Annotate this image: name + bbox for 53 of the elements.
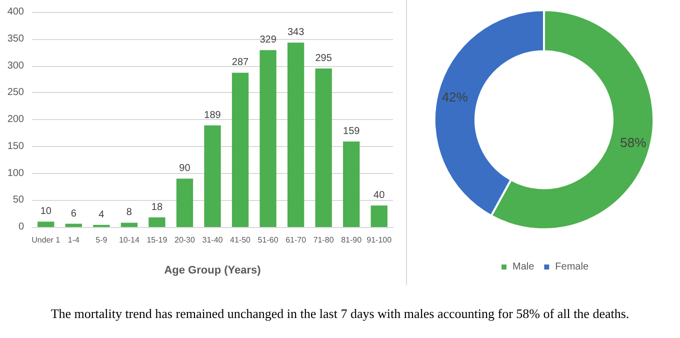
- data-label: 329: [260, 34, 277, 46]
- x-tick-label: 5-9: [96, 236, 108, 244]
- x-tick-label: 81-90: [341, 236, 362, 244]
- y-tick-label: 250: [7, 87, 24, 98]
- bar: [343, 142, 360, 227]
- y-tick-label: 300: [7, 60, 24, 72]
- x-tick-label: 20-30: [174, 236, 196, 244]
- bar: [370, 206, 388, 227]
- data-label: 90: [179, 163, 191, 174]
- bar: [260, 50, 276, 227]
- x-tick-label: 31-40: [202, 236, 224, 244]
- data-label: 6: [70, 208, 77, 220]
- x-tick-label: 61-70: [286, 236, 307, 244]
- x-tick-label: 15-19: [146, 236, 168, 244]
- x-tick-label: Under 1: [32, 236, 61, 244]
- text: The mortality trend has remained unchanged in the last 7 days with males accounting for 58% of all the deaths.: [50, 306, 630, 322]
- bar: [65, 224, 82, 227]
- y-tick-label: 200: [7, 114, 24, 125]
- bar: [315, 68, 332, 227]
- x-tick-label: 91-100: [366, 236, 392, 244]
- data-label: 159: [343, 126, 360, 138]
- bar: [232, 72, 249, 227]
- x-axis-title: Age Group (Years): [164, 264, 262, 276]
- bar: [204, 125, 221, 227]
- data-label: 4: [98, 209, 105, 220]
- data-label: 18: [151, 202, 163, 213]
- legend-label: Female: [555, 262, 589, 272]
- bar: [120, 222, 138, 227]
- x-tick-label: 1-4: [68, 236, 80, 244]
- data-label: 343: [287, 27, 305, 38]
- legend-label: Male: [512, 262, 535, 272]
- data-label: 40: [374, 190, 386, 201]
- y-tick-label: 50: [12, 194, 24, 206]
- data-label: 10: [40, 206, 52, 218]
- data-label: 42%: [442, 89, 468, 104]
- bar: [176, 178, 194, 227]
- bar: [287, 42, 304, 227]
- data-label: 287: [232, 57, 250, 68]
- y-tick-label: 350: [7, 33, 24, 44]
- y-tick-label: 100: [7, 168, 24, 179]
- data-label: 58%: [620, 135, 647, 150]
- bar: [148, 217, 166, 227]
- data-label: 189: [204, 110, 222, 121]
- data-label: 295: [315, 52, 332, 64]
- bar: [38, 222, 54, 227]
- y-tick-label: 400: [7, 6, 24, 18]
- data-label: 8: [126, 207, 132, 218]
- x-tick-label: 51-60: [258, 236, 279, 244]
- x-tick-label: 10-14: [118, 236, 140, 244]
- y-tick-label: 150: [7, 140, 24, 152]
- y-tick-label: 0: [18, 222, 24, 232]
- x-tick-label: 41-50: [230, 236, 252, 244]
- x-tick-label: 71-80: [313, 236, 334, 244]
